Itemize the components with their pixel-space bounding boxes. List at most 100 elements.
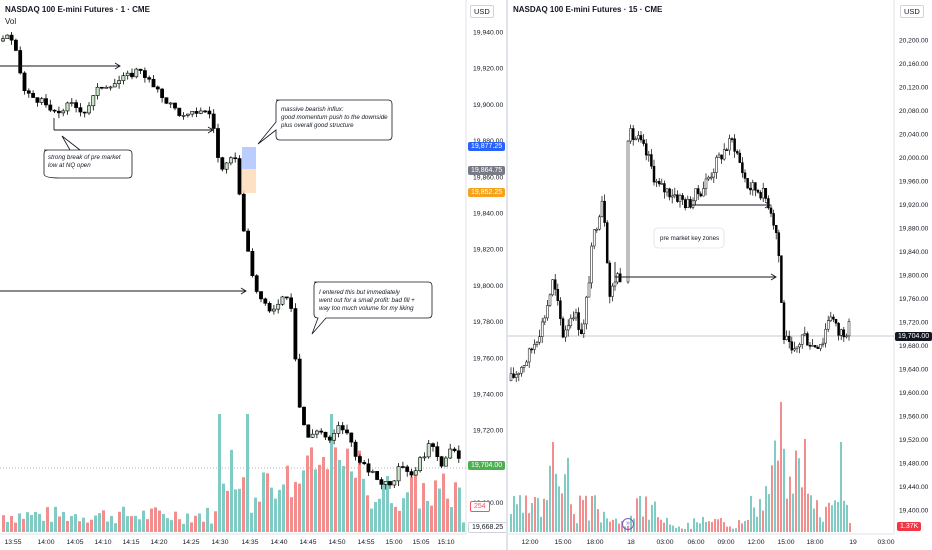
volume-bar xyxy=(14,522,17,532)
x-tick-label: 14:50 xyxy=(328,539,345,546)
candle-body xyxy=(14,39,18,51)
candle-body xyxy=(535,341,539,345)
candle-body xyxy=(332,433,337,441)
volume-bar xyxy=(576,523,578,532)
volume-bar xyxy=(600,522,602,532)
volume-value-tag: 254 xyxy=(470,501,490,512)
volume-bar xyxy=(633,518,635,532)
candle-body xyxy=(551,279,554,296)
candle-body xyxy=(517,372,521,375)
candle-body xyxy=(383,481,388,485)
volume-bar xyxy=(82,517,85,532)
volume-bar xyxy=(290,497,293,532)
currency-button[interactable]: USD xyxy=(900,5,924,18)
annotation-break[interactable]: strong break of pre market low at NQ ope… xyxy=(48,154,121,170)
volume-bar xyxy=(266,473,269,532)
candle-body xyxy=(829,316,833,321)
candle-body xyxy=(422,456,427,459)
volume-bar xyxy=(158,510,161,532)
volume-bar xyxy=(648,519,650,532)
y-tick-label: 19,800.00 xyxy=(899,273,929,280)
candle-body xyxy=(409,471,414,476)
candle-body xyxy=(785,335,788,340)
x-tick-label: 15:00 xyxy=(385,539,402,546)
chart-pane-15min[interactable]: 20,200.00 20,160.00 20,120.00 20,080.00 20,0… xyxy=(508,0,932,550)
candle-body xyxy=(756,190,760,193)
candle-body xyxy=(743,172,747,179)
chart-canvas-15min[interactable]: 20,200.00 20,160.00 20,120.00 20,080.00 20,0… xyxy=(508,0,932,550)
volume-bar xyxy=(110,515,113,532)
pane-divider[interactable] xyxy=(506,0,508,550)
volume-bar xyxy=(723,522,725,532)
candle-body xyxy=(160,88,165,98)
volume-bar xyxy=(807,493,809,532)
volume-bar xyxy=(516,504,518,532)
volume-bar xyxy=(510,514,512,532)
chart-pane-1min[interactable]: 19,940.0019,920.0019,900.0019,880.0019,8… xyxy=(0,0,506,550)
candle-body xyxy=(22,72,27,92)
candle-body xyxy=(31,92,36,98)
volume-bar xyxy=(552,442,554,532)
volume-bar xyxy=(831,505,833,532)
candle-body xyxy=(52,109,57,112)
candle-body xyxy=(572,317,575,320)
volume-bar xyxy=(594,495,596,532)
volume-bar xyxy=(579,495,581,532)
candle-body xyxy=(546,305,549,319)
candle-body xyxy=(379,479,384,485)
position-target-zone xyxy=(242,147,256,169)
candle-body xyxy=(574,312,578,319)
chart-canvas-1min[interactable]: 19,940.0019,920.0019,900.0019,880.0019,8… xyxy=(0,0,506,550)
candle-body xyxy=(733,138,736,152)
volume-bar xyxy=(330,414,333,532)
candle-body xyxy=(553,279,557,290)
annotation-influx[interactable]: massive bearish influx: good momentum pu… xyxy=(281,106,388,129)
volume-bar xyxy=(840,442,842,532)
candle-body xyxy=(803,333,807,336)
volume-bar xyxy=(362,478,365,532)
candle-body xyxy=(203,110,208,113)
session-break-icon[interactable]: » xyxy=(622,518,634,530)
volume-bar xyxy=(314,469,317,532)
candle-body xyxy=(774,225,778,233)
volume-bar xyxy=(690,528,692,532)
annotation-entered[interactable]: I entered this but immediately went out … xyxy=(319,289,415,312)
annotation-line: low at NQ open xyxy=(48,161,91,169)
candle-body xyxy=(595,228,599,231)
candle-body xyxy=(388,481,392,486)
volume-bar xyxy=(22,518,25,532)
volume-bar xyxy=(534,497,536,532)
volume-bar xyxy=(194,515,197,532)
volume-bar xyxy=(699,523,701,532)
x-tick-label: 03:00 xyxy=(656,539,673,546)
volume-bar xyxy=(198,513,201,532)
y-tick-label: 19,800.00 xyxy=(473,283,503,290)
volume-bar xyxy=(274,498,277,532)
volume-bar xyxy=(390,503,393,532)
volume-bar xyxy=(708,521,710,532)
candle-body xyxy=(26,90,31,94)
candle-body xyxy=(566,325,570,331)
position-stop-zone xyxy=(242,169,256,193)
volume-bar xyxy=(98,513,101,532)
candle-body xyxy=(366,463,371,473)
volume-bar xyxy=(278,489,281,532)
candle-body xyxy=(826,320,830,330)
x-tick-label: 15:00 xyxy=(554,539,571,546)
candle-body xyxy=(707,176,710,180)
volume-bar xyxy=(645,496,647,532)
x-tick-label: 14:20 xyxy=(150,539,167,546)
volume-bar xyxy=(134,515,137,532)
currency-button[interactable]: USD xyxy=(470,5,494,18)
candle-body xyxy=(613,281,617,287)
candle-body xyxy=(259,291,263,300)
candle-body xyxy=(186,113,190,116)
annotation-key-zones[interactable]: pre market key zones xyxy=(660,235,720,242)
volume-bar xyxy=(6,521,9,532)
candle-body xyxy=(806,333,809,346)
candle-body xyxy=(78,107,83,113)
x-tick-label: 09:00 xyxy=(717,539,734,546)
candle-body xyxy=(811,345,814,347)
candle-body xyxy=(720,154,723,160)
volume-bar xyxy=(310,447,313,532)
